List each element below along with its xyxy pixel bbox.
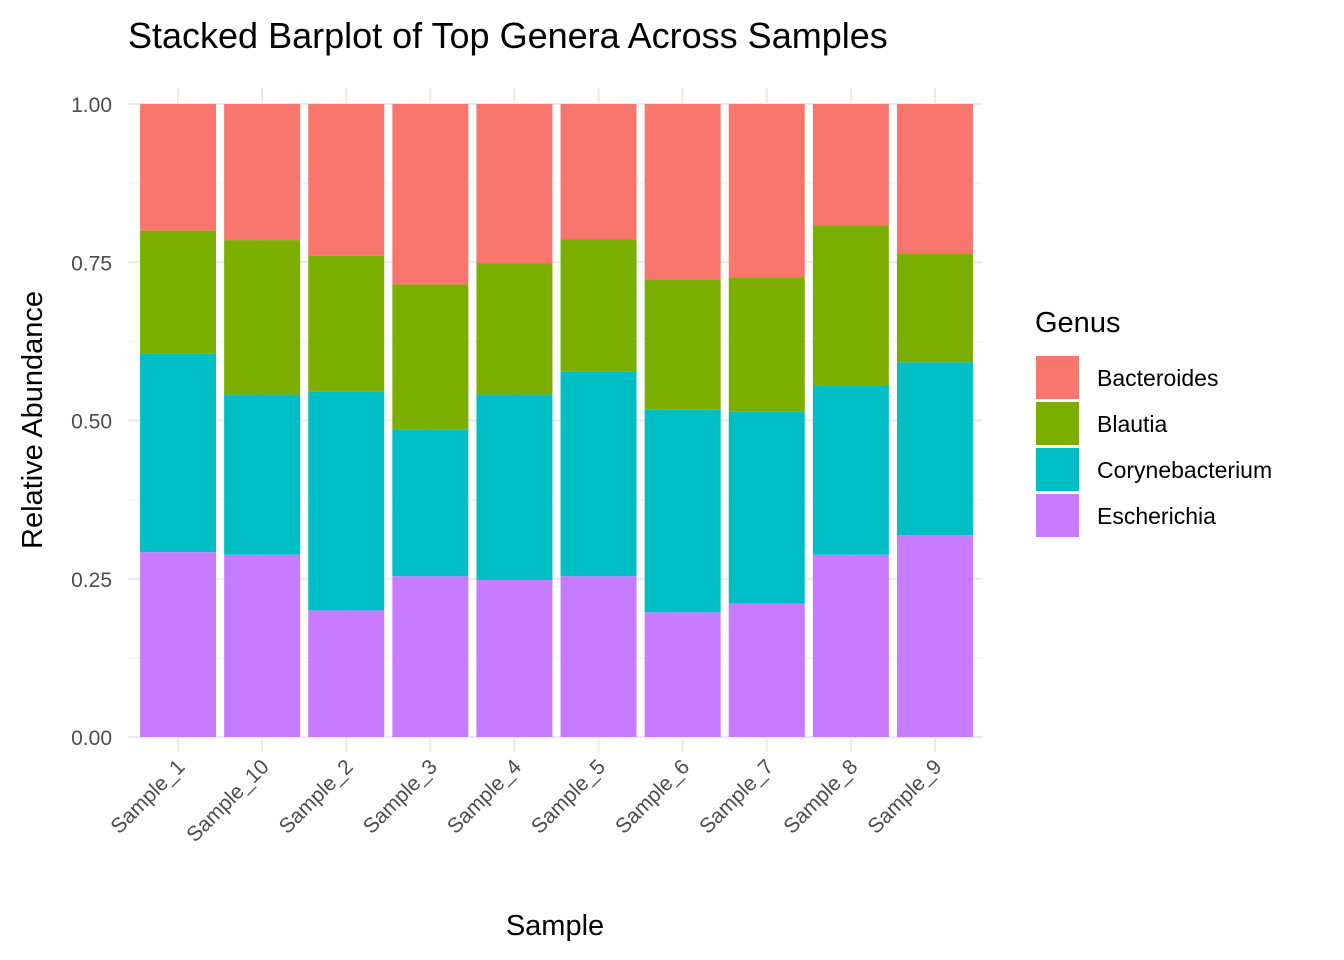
- legend-swatch-blautia: [1036, 402, 1079, 445]
- legend-label: Blautia: [1097, 411, 1168, 437]
- bars-layer: [140, 104, 973, 737]
- x-tick-label: Sample_1: [106, 755, 189, 838]
- chart-title: Stacked Barplot of Top Genera Across Sam…: [128, 15, 888, 56]
- y-axis-title: Relative Abundance: [17, 291, 49, 549]
- bar-stack: [392, 104, 469, 737]
- bar-segment-blautia: [392, 284, 469, 430]
- legend-title: Genus: [1035, 307, 1120, 339]
- bar-segment-escherichia: [224, 554, 301, 737]
- bar-segment-corynebacterium: [812, 385, 889, 555]
- x-tick-label: Sample_5: [527, 755, 610, 838]
- x-axis-title: Sample: [506, 910, 604, 942]
- x-tick-label: Sample_2: [275, 755, 358, 838]
- bar-segment-blautia: [560, 239, 637, 372]
- x-tick-label: Sample_8: [779, 755, 862, 838]
- legend-label: Escherichia: [1097, 503, 1216, 529]
- y-tick-label: 0.50: [71, 411, 112, 434]
- bar-segment-bacteroides: [140, 104, 217, 231]
- bar-segment-corynebacterium: [224, 394, 301, 555]
- x-tick-label: Sample_10: [182, 755, 273, 846]
- bar-segment-bacteroides: [812, 104, 889, 226]
- bar-segment-blautia: [812, 225, 889, 386]
- bar-stack: [224, 104, 301, 737]
- x-tick-label: Sample_3: [359, 755, 442, 838]
- bar-segment-escherichia: [728, 603, 805, 737]
- x-tick-label: Sample_6: [611, 755, 694, 838]
- y-tick-label: 0.75: [71, 252, 112, 275]
- bar-segment-corynebacterium: [476, 394, 553, 581]
- bar-segment-escherichia: [308, 610, 385, 737]
- bar-segment-bacteroides: [644, 104, 721, 280]
- bar-stack: [644, 104, 721, 737]
- bar-stack: [728, 104, 805, 737]
- legend-swatch-corynebacterium: [1036, 448, 1079, 491]
- bar-segment-corynebacterium: [140, 353, 217, 553]
- bar-segment-blautia: [896, 254, 973, 363]
- bar-segment-bacteroides: [224, 104, 301, 241]
- bar-segment-corynebacterium: [728, 411, 805, 604]
- bar-segment-corynebacterium: [896, 362, 973, 536]
- bar-segment-corynebacterium: [560, 371, 637, 577]
- legend-swatch-bacteroides: [1036, 356, 1079, 399]
- bar-stack: [308, 104, 385, 737]
- bar-segment-corynebacterium: [644, 409, 721, 613]
- bar-segment-blautia: [308, 255, 385, 392]
- bar-segment-bacteroides: [308, 104, 385, 256]
- bar-stack: [476, 104, 553, 737]
- bar-segment-blautia: [728, 277, 805, 412]
- y-axis: 0.00 0.25 0.50 0.75 1.00: [71, 94, 112, 750]
- y-tick-label: 0.25: [71, 569, 112, 592]
- x-tick-label: Sample_9: [863, 755, 946, 838]
- bar-segment-escherichia: [392, 576, 469, 737]
- legend-label: Bacteroides: [1097, 365, 1218, 391]
- bar-segment-blautia: [140, 230, 217, 354]
- bar-segment-escherichia: [140, 552, 217, 737]
- bar-segment-corynebacterium: [308, 391, 385, 611]
- x-tick-label: Sample_4: [443, 755, 526, 838]
- bar-segment-escherichia: [476, 580, 553, 737]
- bar-stack: [896, 104, 973, 737]
- bar-stack: [812, 104, 889, 737]
- y-tick-label: 1.00: [71, 94, 112, 117]
- bar-segment-corynebacterium: [392, 429, 469, 577]
- bar-segment-bacteroides: [896, 104, 973, 255]
- bar-segment-blautia: [224, 240, 301, 395]
- bar-segment-escherichia: [560, 576, 637, 737]
- bar-segment-blautia: [644, 279, 721, 410]
- y-tick-label: 0.00: [71, 727, 112, 750]
- bar-segment-escherichia: [812, 554, 889, 737]
- bar-segment-bacteroides: [476, 104, 553, 264]
- legend: Genus Bacteroides Blautia Corynebacterium E…: [1035, 307, 1272, 537]
- legend-label: Corynebacterium: [1097, 457, 1272, 483]
- bar-segment-escherichia: [896, 535, 973, 737]
- x-tick-label: Sample_7: [695, 755, 778, 838]
- bar-stack: [140, 104, 217, 737]
- bar-stack: [560, 104, 637, 737]
- bar-segment-bacteroides: [560, 104, 637, 240]
- bar-segment-blautia: [476, 263, 553, 395]
- bar-segment-escherichia: [644, 612, 721, 737]
- legend-swatch-escherichia: [1036, 494, 1079, 537]
- bar-segment-bacteroides: [728, 104, 805, 278]
- bar-segment-bacteroides: [392, 104, 469, 285]
